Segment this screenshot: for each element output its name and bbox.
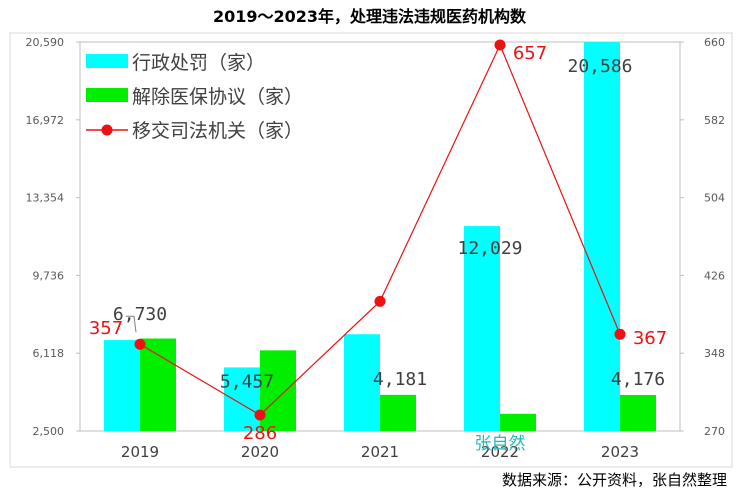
bar-data-label: 6,730 (113, 304, 167, 325)
source-note: 数据来源：公开资料，张自然整理 (501, 471, 727, 489)
bar-administrative-penalty (344, 334, 380, 431)
bar-administrative-penalty (464, 226, 500, 431)
bar-data-label: 4,176 (611, 369, 665, 390)
legend-label: 行政处罚（家） (132, 52, 265, 74)
left-axis-tick-label: 13,354 (26, 192, 65, 205)
bar-terminate-agreement (380, 394, 416, 431)
x-axis-tick-label: 2023 (601, 443, 639, 461)
line-data-label: 657 (513, 43, 547, 64)
left-axis-tick-label: 9,736 (33, 269, 65, 282)
left-axis-tick-label: 2,500 (33, 425, 65, 438)
bar-administrative-penalty (584, 42, 620, 432)
chart-title: 2019～2023年，处理违法违规医药机构数 (212, 7, 527, 26)
line-point-judicial-transfer (614, 328, 626, 340)
bar-administrative-penalty (104, 340, 140, 431)
x-axis-tick-label: 2022 (481, 443, 519, 461)
data-label-leader-line (126, 315, 137, 333)
line-point-judicial-transfer (134, 338, 146, 350)
right-axis-tick-label: 426 (704, 269, 725, 282)
left-axis-tick-label: 20,590 (26, 36, 65, 49)
right-axis-tick-label: 582 (704, 114, 725, 127)
watermark-text: 张自然 (475, 434, 526, 454)
legend-label: 移交司法机关（家） (132, 120, 303, 142)
line-data-label: 286 (243, 423, 277, 444)
chart-border (9, 32, 733, 468)
right-axis-tick-label: 348 (704, 347, 725, 360)
right-axis-tick-label: 660 (704, 36, 725, 49)
legend-swatch (86, 54, 128, 68)
bar-data-label: 4,181 (373, 369, 427, 390)
bar-terminate-agreement (620, 394, 656, 431)
legend-label: 解除医保协议（家） (132, 86, 303, 108)
bar-administrative-penalty (224, 367, 260, 431)
right-axis-tick-label: 270 (704, 425, 725, 438)
legend-swatch-marker (101, 124, 113, 136)
bar-terminate-agreement (500, 413, 536, 431)
bar-data-label: 12,029 (457, 238, 522, 259)
legend-swatch (86, 88, 128, 102)
right-axis-tick-label: 504 (704, 192, 725, 205)
bar-data-label: 5,457 (220, 371, 274, 392)
left-axis-tick-label: 6,118 (33, 347, 65, 360)
bar-terminate-agreement (260, 350, 296, 431)
line-point-judicial-transfer (374, 295, 386, 307)
bar-data-label: 20,586 (567, 56, 632, 77)
line-point-judicial-transfer (494, 39, 506, 51)
x-axis-tick-label: 2020 (241, 443, 279, 461)
x-axis-tick-label: 2019 (121, 443, 159, 461)
bar-terminate-agreement (140, 338, 176, 431)
line-data-label: 357 (89, 318, 123, 339)
x-axis-tick-label: 2021 (361, 443, 399, 461)
line-data-label: 367 (633, 328, 667, 349)
left-axis-tick-label: 16,972 (26, 114, 65, 127)
line-point-judicial-transfer (254, 409, 266, 421)
